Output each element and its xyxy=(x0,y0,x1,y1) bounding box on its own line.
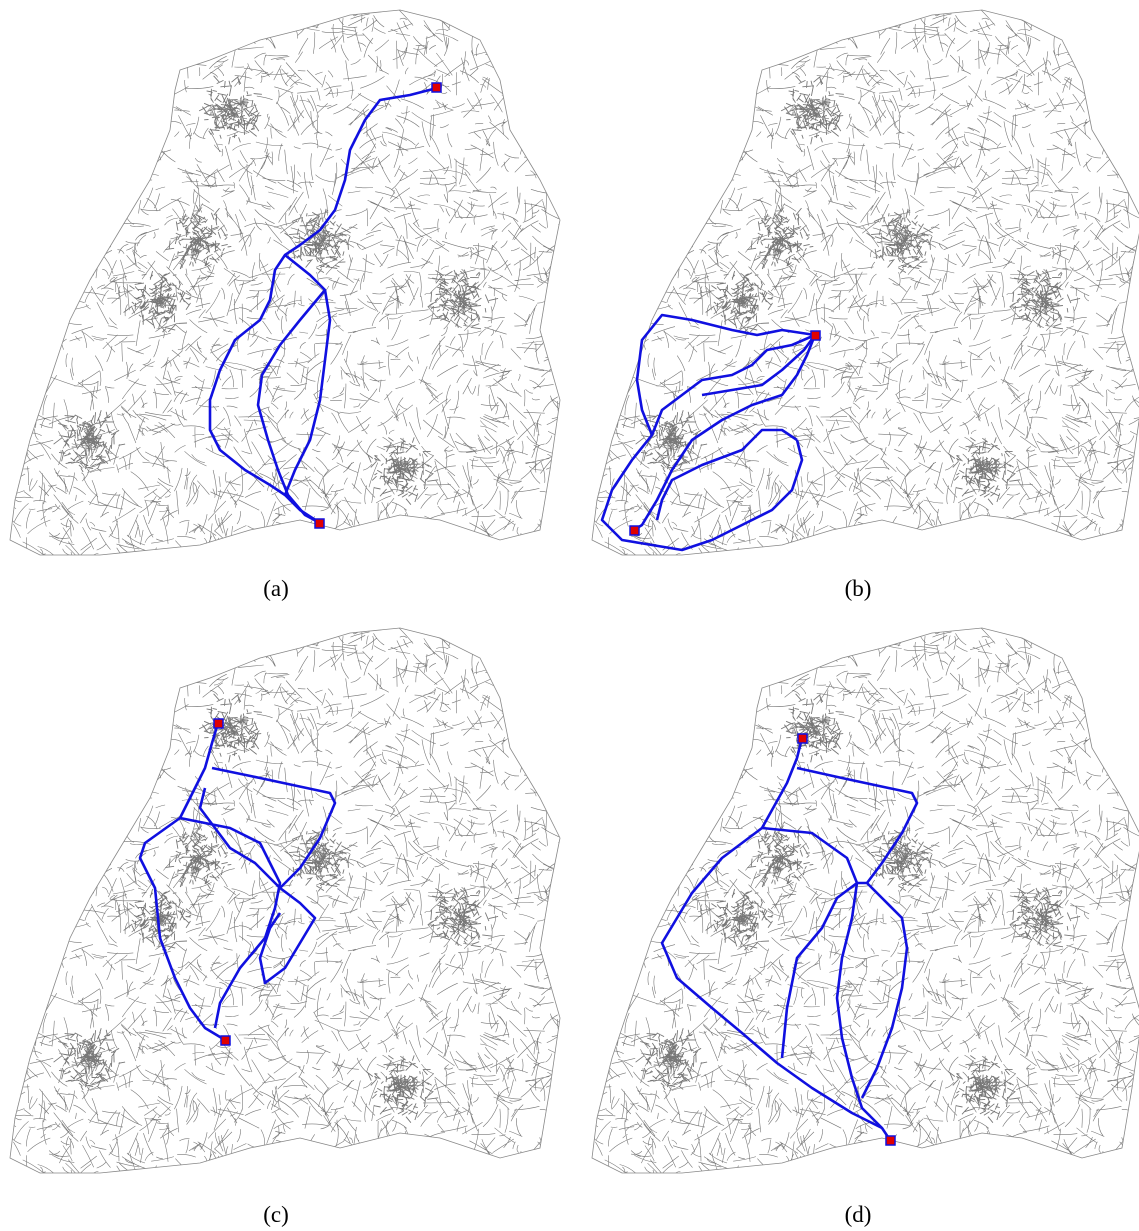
endpoint xyxy=(214,719,223,728)
endpoint xyxy=(432,83,441,92)
panel-c: (c) xyxy=(0,599,585,1228)
road-network xyxy=(557,599,1139,1210)
panel-b: (b) xyxy=(557,0,1139,601)
figure: (a) (b) (c) (d) xyxy=(0,0,1139,1231)
route xyxy=(210,88,437,523)
route xyxy=(702,335,815,395)
caption: (a) xyxy=(263,576,289,601)
road-network xyxy=(0,599,585,1210)
caption: (c) xyxy=(263,1202,289,1227)
route xyxy=(862,883,907,1098)
road-network xyxy=(557,0,1139,592)
route xyxy=(200,788,315,983)
panel-a: (a) xyxy=(0,0,585,601)
endpoint xyxy=(886,1136,895,1145)
panel-d: (d) xyxy=(557,599,1139,1228)
endpoint xyxy=(630,526,639,535)
endpoint xyxy=(798,734,807,743)
endpoint xyxy=(221,1036,230,1045)
caption: (d) xyxy=(845,1202,872,1227)
caption: (b) xyxy=(845,576,872,601)
route xyxy=(140,723,225,1040)
endpoint xyxy=(811,331,820,340)
route xyxy=(602,315,815,550)
endpoint xyxy=(315,519,324,528)
